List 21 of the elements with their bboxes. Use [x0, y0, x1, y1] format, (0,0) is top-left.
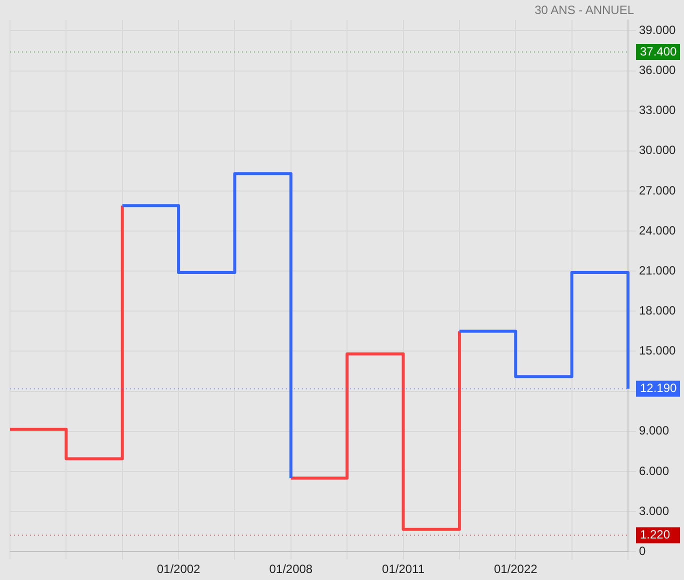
y-tick-label: 30.000	[639, 143, 676, 158]
ref-line-label: 37.400	[640, 44, 678, 58]
chart-subtitle: 30 ANS - ANNUEL	[534, 3, 634, 17]
y-tick-label: 33.000	[639, 103, 676, 118]
y-tick-label: 6.000	[639, 464, 670, 478]
y-tick-label: 9.000	[639, 424, 670, 438]
y-tick-label: 27.000	[639, 183, 676, 198]
y-tick-label: 18.000	[639, 303, 676, 318]
x-tick-label: 01/2002	[156, 562, 201, 576]
y-tick-label: 3.000	[639, 504, 670, 518]
x-tick-label: 01/2022	[494, 562, 538, 576]
y-tick-label: 21.000	[639, 263, 676, 278]
ref-line-label: 12.190	[640, 381, 678, 396]
y-tick-label: 36.000	[639, 63, 676, 78]
y-tick-label: 39.000	[639, 23, 676, 37]
ref-line-label: 1.220	[640, 528, 670, 542]
y-tick-label: 0	[639, 544, 646, 558]
y-tick-label: 15.000	[639, 344, 676, 358]
y-tick-label: 24.000	[639, 223, 676, 238]
x-tick-label: 01/2011	[382, 562, 425, 576]
x-tick-label: 01/2008	[269, 562, 313, 576]
